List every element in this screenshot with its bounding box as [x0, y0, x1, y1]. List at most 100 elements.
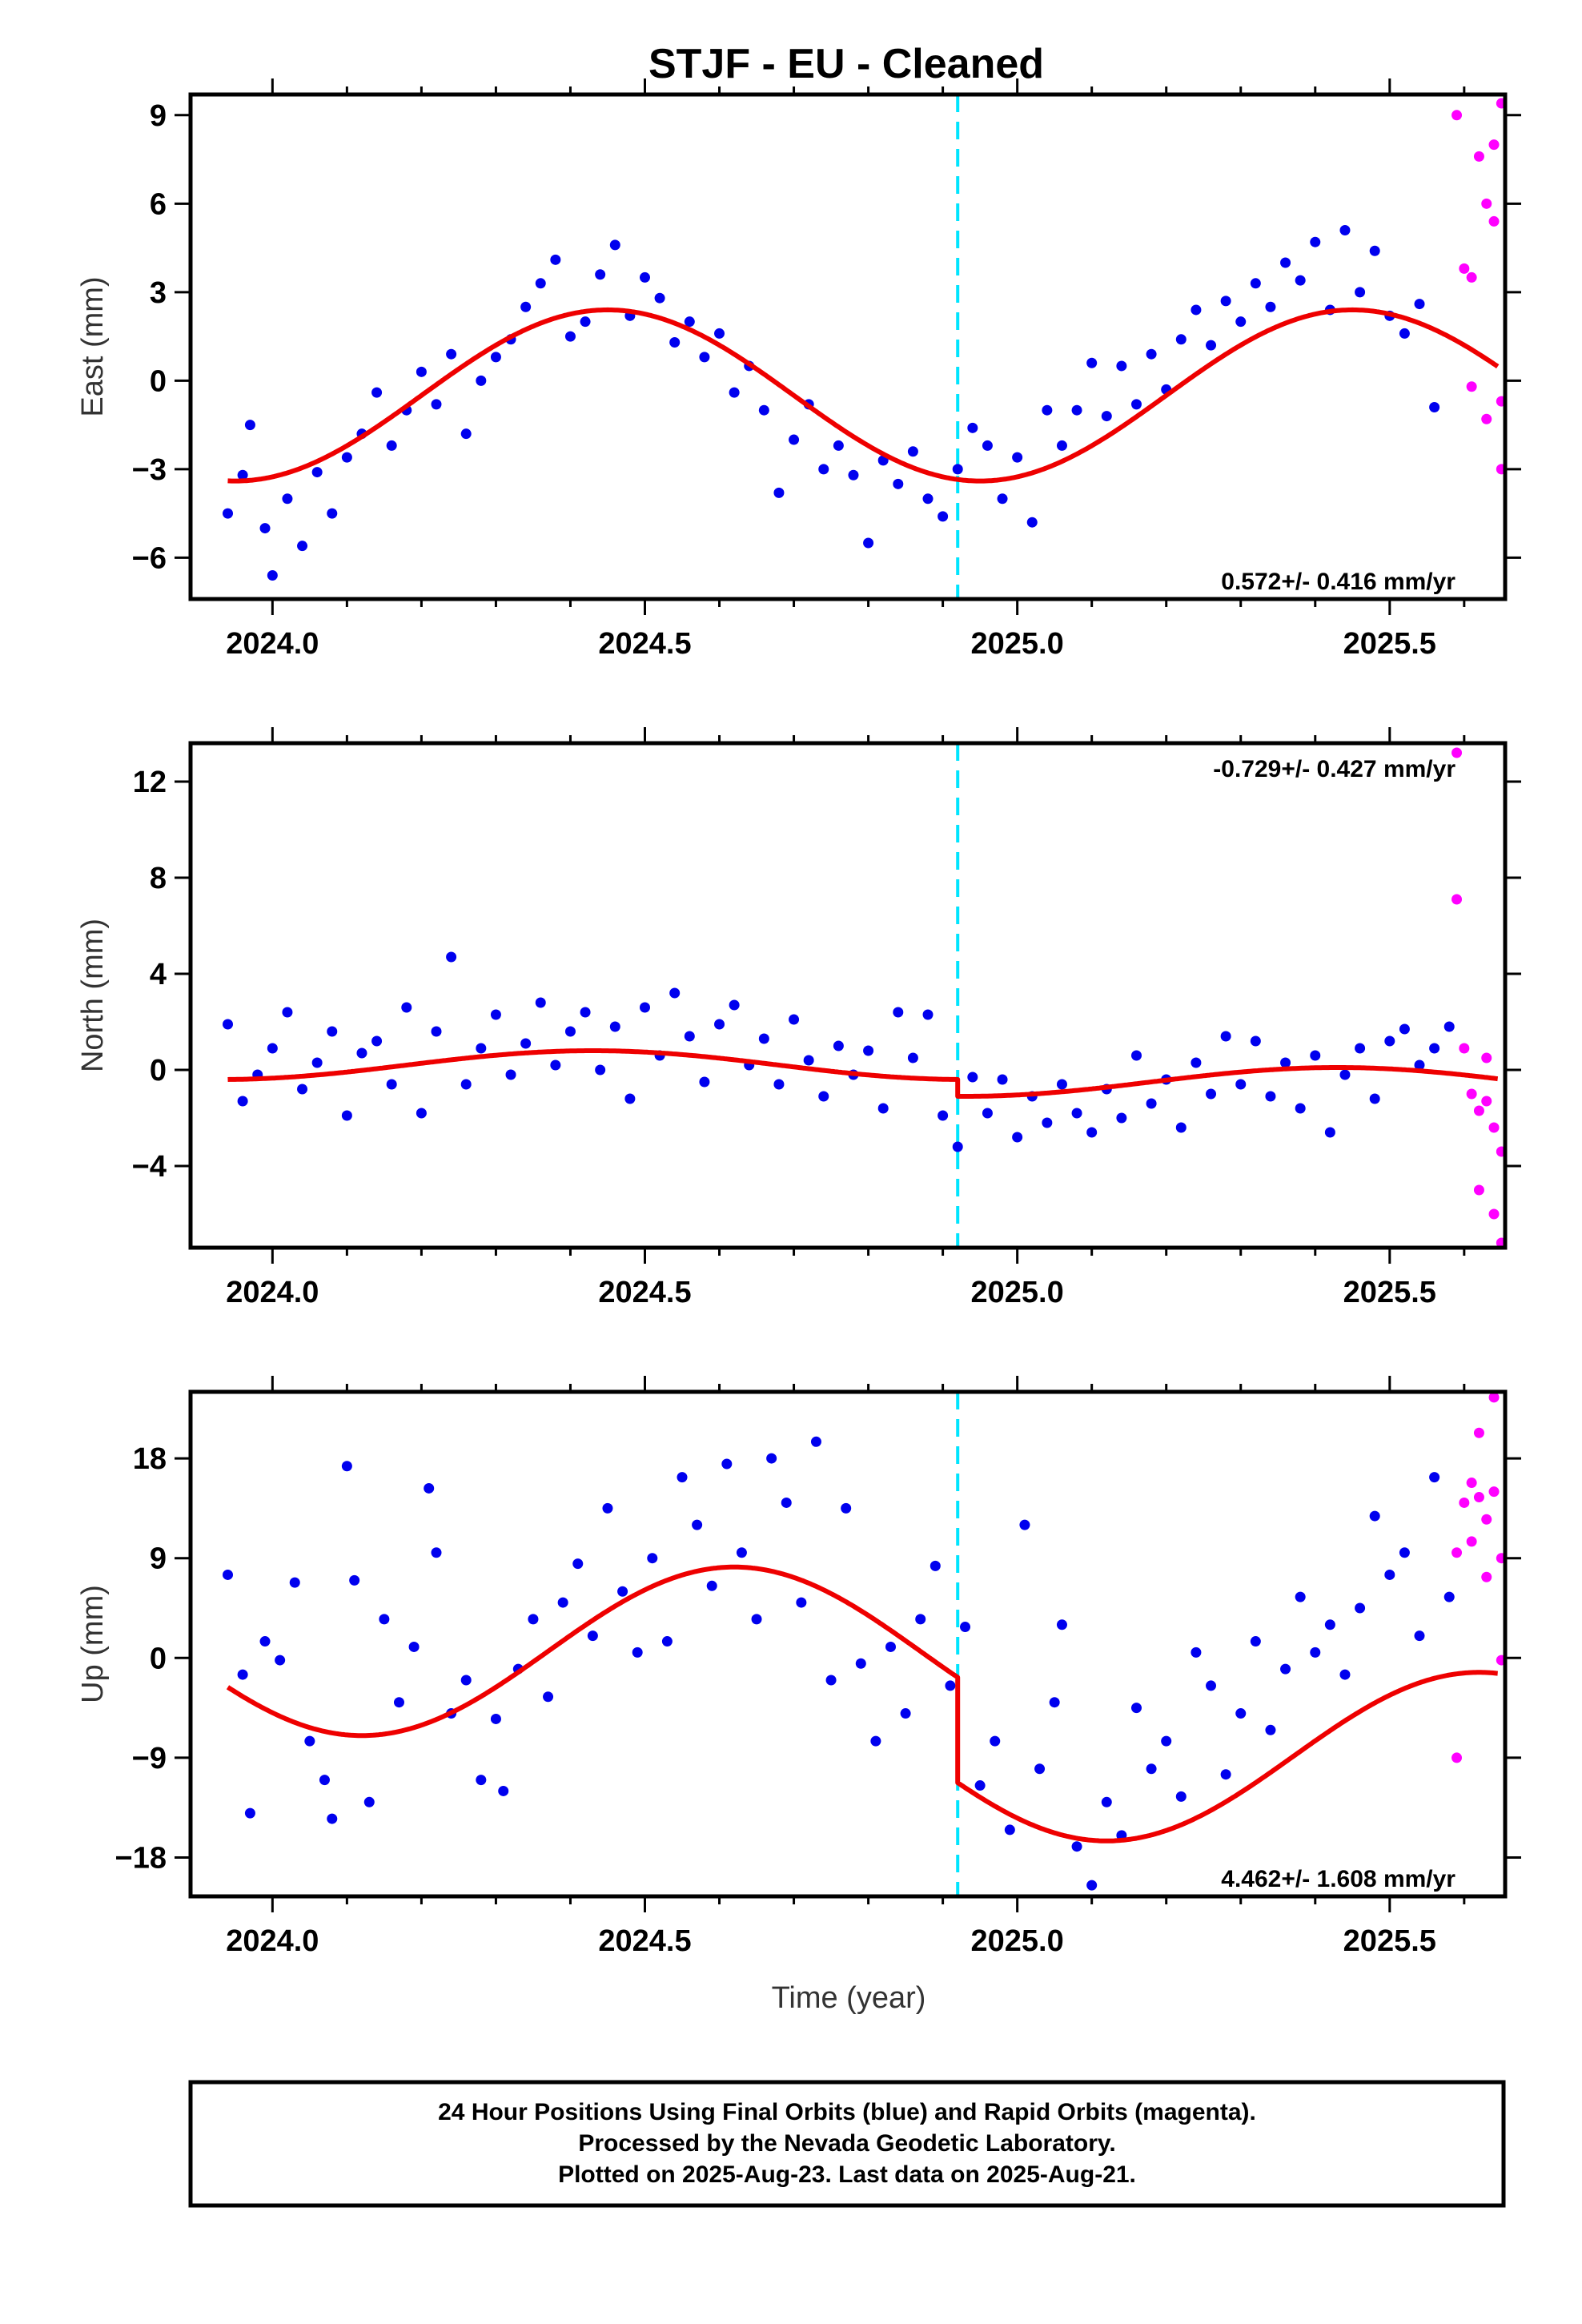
east-final-orbit-point	[550, 254, 561, 265]
up-final-orbit-point	[1324, 1619, 1335, 1630]
north-final-orbit-point	[476, 1043, 487, 1054]
east-rate-label: 0.572+/- 0.416 mm/yr	[1221, 569, 1456, 595]
north-final-orbit-point	[595, 1064, 606, 1076]
north-final-orbit-point	[386, 1079, 397, 1090]
north-final-orbit-point	[1414, 1059, 1425, 1071]
up-rapid-orbit-point	[1452, 1752, 1463, 1763]
up-final-orbit-point	[1235, 1708, 1247, 1719]
east-final-orbit-point	[1235, 316, 1247, 328]
north-final-orbit-point	[416, 1108, 427, 1119]
east-final-orbit-point	[922, 493, 934, 505]
up-final-orbit-point	[1265, 1724, 1276, 1735]
east-ytick-label: −3	[132, 453, 167, 487]
up-final-orbit-point	[1175, 1791, 1186, 1802]
east-final-orbit-point	[952, 464, 963, 475]
up-rapid-orbit-point	[1496, 1655, 1505, 1666]
north-ytick-label: 12	[133, 766, 167, 799]
north-final-orbit-point	[1295, 1103, 1306, 1114]
east-final-orbit-point	[654, 292, 665, 304]
up-final-orbit-point	[796, 1597, 807, 1608]
up-final-orbit-point	[1295, 1591, 1306, 1602]
north-plot-area	[223, 743, 1505, 1248]
east-final-orbit-point	[833, 440, 844, 451]
up-final-orbit-point	[661, 1636, 673, 1647]
east-final-orbit-point	[609, 239, 620, 251]
east-final-orbit-point	[1130, 399, 1142, 410]
up-final-orbit-point	[476, 1775, 487, 1786]
up-final-orbit-point	[1161, 1735, 1172, 1747]
north-rapid-orbit-point	[1496, 1146, 1505, 1157]
east-final-orbit-point	[818, 464, 829, 475]
east-final-orbit-point	[684, 316, 695, 328]
up-final-orbit-point	[1191, 1647, 1202, 1658]
north-final-orbit-point	[1324, 1127, 1335, 1138]
north-final-orbit-point	[639, 1002, 650, 1013]
north-rapid-orbit-point	[1473, 1184, 1484, 1196]
up-ytick-label: −18	[115, 1842, 167, 1876]
up-final-orbit-point	[223, 1569, 234, 1580]
north-final-orbit-point	[818, 1091, 829, 1102]
north-ytick-label: 4	[150, 958, 167, 991]
up-rapid-orbit-point	[1473, 1427, 1484, 1438]
up-final-orbit-point	[900, 1708, 911, 1719]
north-final-orbit-point	[1012, 1132, 1023, 1143]
up-final-orbit-point	[960, 1622, 971, 1633]
east-ytick-label: 6	[150, 187, 167, 221]
north-rapid-orbit-point	[1488, 1208, 1500, 1220]
up-final-orbit-point	[1130, 1703, 1142, 1714]
up-model-fit-line	[226, 1564, 1499, 1844]
north-final-orbit-point	[938, 1110, 949, 1121]
east-rapid-orbit-point	[1496, 464, 1505, 475]
up-final-orbit-point	[692, 1519, 703, 1530]
up-rate-label: 4.462+/- 1.608 mm/yr	[1221, 1866, 1456, 1892]
north-final-orbit-point	[1265, 1091, 1276, 1102]
east-rapid-orbit-point	[1488, 215, 1500, 227]
east-xtick-label: 2024.0	[226, 627, 319, 661]
north-final-orbit-point	[371, 1035, 383, 1047]
up-final-orbit-point	[1146, 1763, 1157, 1775]
up-final-orbit-point	[930, 1560, 941, 1571]
north-final-orbit-point	[907, 1052, 918, 1063]
up-final-orbit-point	[1355, 1602, 1366, 1614]
east-final-orbit-point	[460, 428, 472, 440]
up-final-orbit-point	[304, 1735, 315, 1747]
up-final-orbit-point	[945, 1680, 956, 1691]
up-final-orbit-point	[363, 1796, 375, 1807]
north-final-orbit-point	[356, 1047, 367, 1059]
east-y-axis-label: East (mm)	[76, 276, 110, 416]
north-final-orbit-point	[1339, 1069, 1351, 1080]
up-final-orbit-point	[781, 1497, 792, 1508]
up-xtick-label: 2024.5	[598, 1924, 691, 1958]
up-final-orbit-point	[1429, 1472, 1440, 1483]
footer-line-2: Processed by the Nevada Geodetic Laborat…	[578, 2130, 1115, 2157]
north-rapid-orbit-point	[1488, 1122, 1500, 1133]
north-model-fit-line	[227, 1048, 1499, 1099]
east-final-orbit-point	[446, 348, 457, 360]
up-rapid-orbit-point	[1466, 1536, 1477, 1547]
up-panel: 2024.0 2024.5 2025.0 2025.5 −18 −9 0 9 18 Up (mm)…	[76, 1376, 1521, 1958]
east-final-orbit-point	[1250, 278, 1261, 289]
east-final-orbit-point	[327, 508, 338, 519]
up-final-orbit-point	[841, 1502, 852, 1514]
east-final-orbit-point	[1071, 404, 1082, 416]
east-final-orbit-point	[267, 570, 278, 581]
north-final-orbit-point	[922, 1009, 934, 1020]
up-final-orbit-point	[1019, 1519, 1030, 1530]
up-final-orbit-point	[721, 1458, 733, 1470]
east-final-orbit-point	[1012, 452, 1023, 463]
up-final-orbit-point	[1071, 1841, 1082, 1852]
east-final-orbit-point	[758, 404, 769, 416]
north-final-orbit-point	[863, 1045, 874, 1056]
east-final-orbit-point	[1220, 296, 1231, 307]
east-final-orbit-point	[967, 422, 978, 433]
north-final-orbit-point	[609, 1021, 620, 1032]
up-final-orbit-point	[498, 1785, 509, 1796]
east-final-orbit-point	[1295, 275, 1306, 286]
north-final-orbit-point	[1191, 1057, 1202, 1068]
north-final-orbit-point	[1429, 1043, 1440, 1054]
up-final-orbit-point	[1250, 1636, 1261, 1647]
east-final-orbit-point	[669, 336, 681, 348]
north-final-orbit-point	[669, 987, 681, 999]
north-panel: 2024.0 2024.5 2025.0 2025.5 −4 0 4 8 12 North (mm…	[76, 727, 1521, 1309]
up-final-orbit-point	[1369, 1510, 1380, 1522]
